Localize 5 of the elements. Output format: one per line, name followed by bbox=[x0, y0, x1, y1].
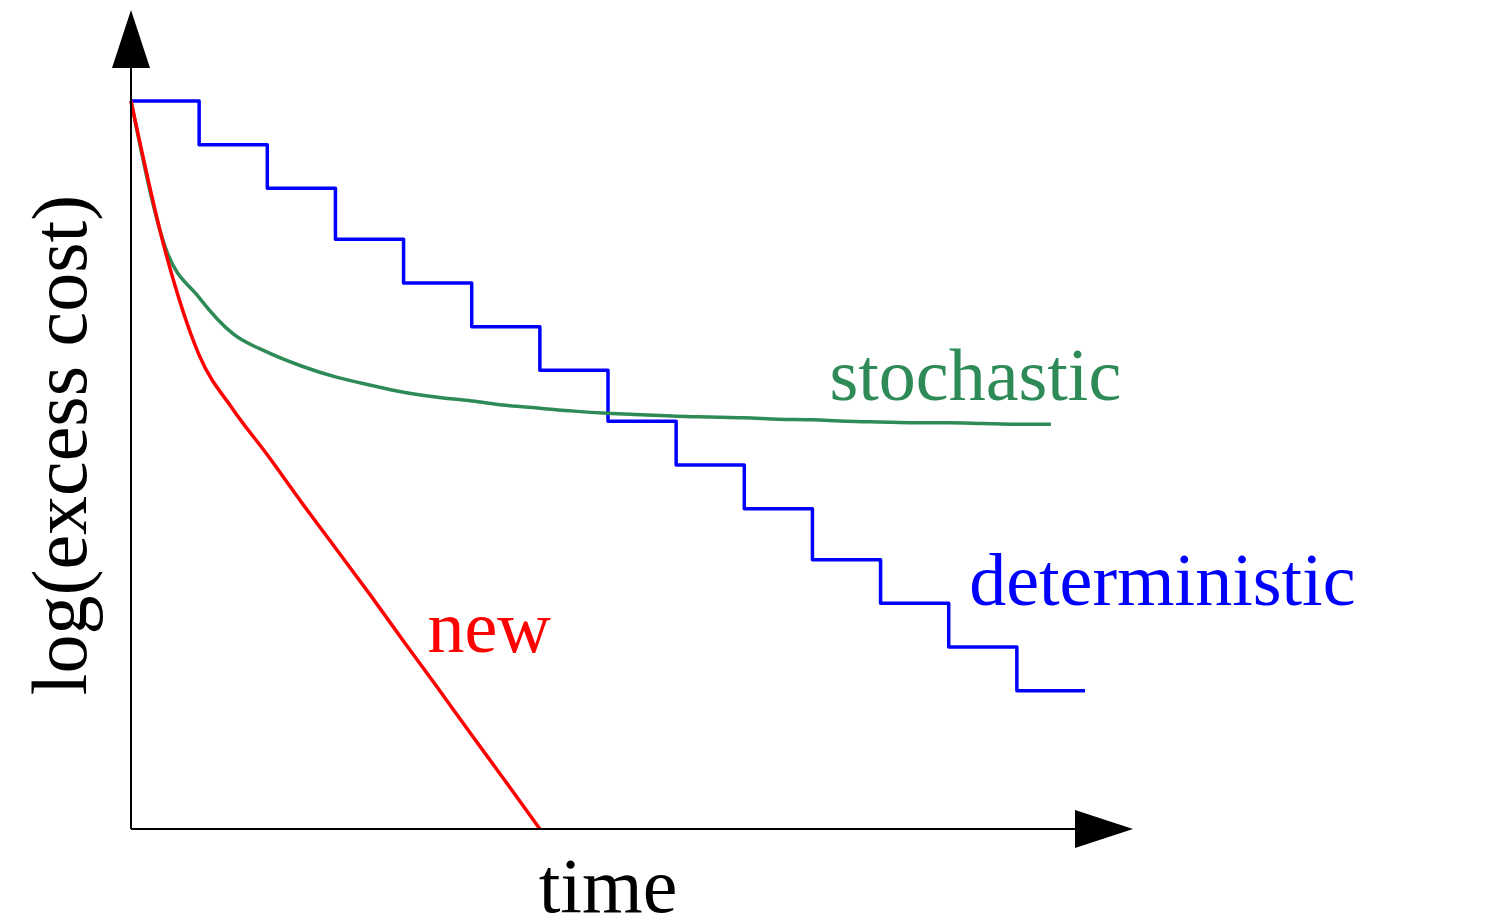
series-label: deterministic bbox=[969, 539, 1356, 621]
x-axis-title: time bbox=[538, 842, 678, 924]
series-label: new bbox=[427, 585, 552, 668]
y-axis-title: log(excess cost) bbox=[16, 194, 103, 696]
series-label: stochastic bbox=[829, 333, 1122, 416]
